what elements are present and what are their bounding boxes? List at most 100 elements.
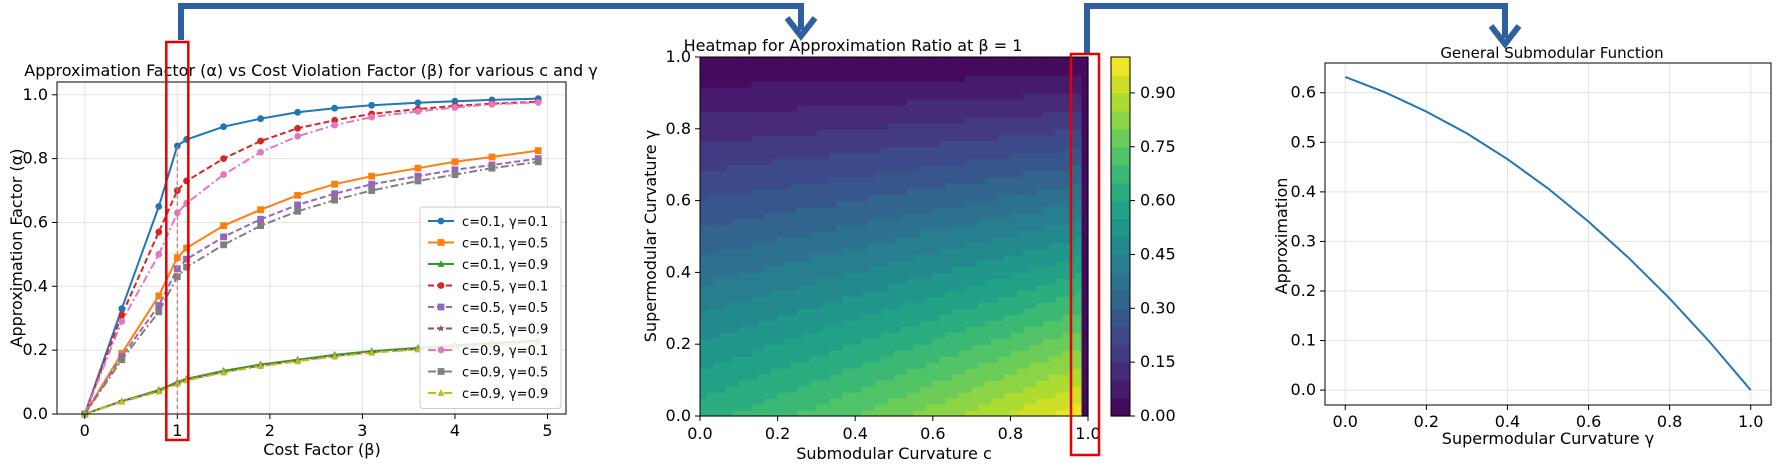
heatmap-cell [842,104,850,112]
heatmap-cell [1075,116,1083,124]
heatmap-cell [797,254,805,262]
heatmap-cell [1023,380,1031,387]
heatmap-cell [719,284,727,291]
heatmap-cell [887,128,895,136]
heatmap-cell [1049,68,1057,76]
heatmap-cell [758,152,766,160]
heatmap-cell [945,74,953,82]
heatmap-cell [719,398,727,405]
heatmap-cell [1081,290,1089,297]
heatmap-cell [855,224,863,232]
heatmap-cell [868,332,876,339]
heatmap-cell [1081,80,1089,88]
heatmap-cell [1049,62,1057,70]
heatmap-cell [906,57,914,64]
heatmap-cell [745,146,753,154]
heatmap-cell [984,260,992,268]
heatmap-cell [822,266,830,273]
heatmap-cell [926,404,934,411]
heatmap-cell [971,332,979,339]
heatmap-cell [700,302,708,309]
heatmap-cell [913,194,921,202]
heatmap-cell [1029,194,1037,202]
heatmap-cell [906,62,914,70]
heatmap-cell [1075,266,1083,273]
heatmap-cell [751,290,759,297]
heatmap-cell [1042,164,1050,172]
heatmap-cell [822,128,830,136]
heatmap-cell [719,308,727,315]
heatmap-cell [978,314,986,321]
heatmap-cell [984,404,992,411]
heatmap-cell [952,92,960,100]
heatmap-cell [751,80,759,88]
heatmap-cell [932,146,940,154]
heatmap-cell [842,218,850,226]
heatmap-cell [764,278,772,285]
heatmap-cell [978,152,986,160]
heatmap-cell [829,374,837,381]
heatmap-cell [1029,140,1037,148]
heatmap-cell [1010,278,1018,285]
heatmap-cell [1023,374,1031,381]
heatmap-cell [1010,86,1018,94]
heatmap-cell [848,188,856,196]
heatmap-cell [1029,92,1037,100]
tick-label-x: 0.6 [1576,412,1601,431]
heatmap-cell [738,224,746,232]
heatmap-cell [1036,218,1044,226]
heatmap-cell [945,326,953,333]
legend-box [419,206,562,409]
heatmap-cell [1003,362,1011,369]
heatmap-cell [958,110,966,118]
series-point [534,158,542,166]
heatmap-cell [945,200,953,208]
heatmap-cell [971,236,979,244]
heatmap-cell [1075,242,1083,250]
heatmap-cell [952,170,960,178]
heatmap-cell [900,230,908,238]
heatmap-cell [700,398,708,405]
heatmap-cell [738,182,746,190]
heatmap-cell [771,140,779,148]
heatmap-cell [732,248,740,256]
heatmap-cell [1042,116,1050,124]
heatmap-cell [919,92,927,100]
heatmap-cell [758,266,766,273]
heatmap-cell [894,224,902,232]
heatmap-cell [1023,344,1031,351]
heatmap-cell [932,308,940,315]
heatmap-cell [945,140,953,148]
heatmap-cell [945,188,953,196]
heatmap-cell [926,92,934,100]
heatmap-cell [758,200,766,208]
heatmap-cell [1062,146,1070,154]
heatmap-cell [945,134,953,142]
heatmap-cell [906,326,914,333]
heatmap-cell [848,206,856,214]
heatmap-cell [700,254,708,262]
heatmap-cell [906,344,914,351]
heatmap-cell [1010,242,1018,250]
heatmap-cell [706,320,714,327]
heatmap-cell [712,164,720,172]
heatmap-cell [952,182,960,190]
heatmap-cell [848,272,856,279]
heatmap-cell [751,224,759,232]
heatmap-cell [848,212,856,220]
heatmap-cell [965,170,973,178]
heatmap-cell [919,116,927,124]
heatmap-cell [1075,398,1083,405]
heatmap-cell [881,200,889,208]
heatmap-cell [932,242,940,250]
heatmap-cell [919,206,927,214]
heatmap-cell [913,92,921,100]
heatmap-cell [719,236,727,244]
heatmap-cell [971,116,979,124]
heatmap-cell [900,314,908,321]
heatmap-cell [939,98,947,106]
heatmap-cell [874,278,882,285]
heatmap-cell [706,104,714,112]
heatmap-cell [932,290,940,297]
heatmap-cell [771,320,779,327]
